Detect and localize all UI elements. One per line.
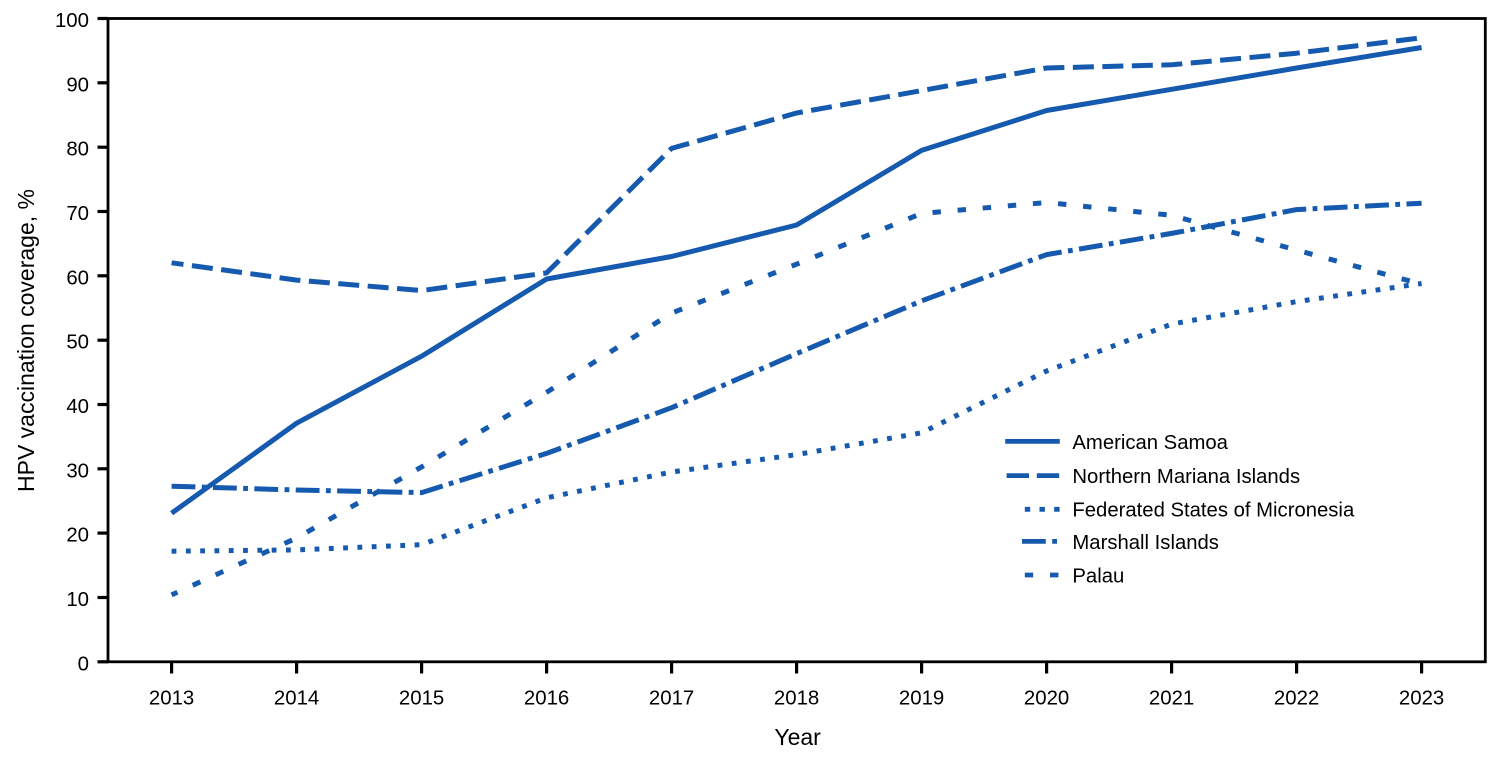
svg-text:80: 80 — [66, 139, 89, 161]
svg-text:2021: 2021 — [1149, 688, 1194, 710]
svg-text:0: 0 — [78, 653, 89, 675]
svg-text:Year: Year — [774, 724, 821, 750]
svg-text:10: 10 — [66, 589, 89, 611]
svg-text:2017: 2017 — [649, 688, 694, 710]
svg-text:2019: 2019 — [899, 688, 944, 710]
svg-text:Federated States of Micronesia: Federated States of Micronesia — [1072, 500, 1355, 522]
svg-text:20: 20 — [66, 525, 89, 547]
svg-text:HPV vaccination coverage, %: HPV vaccination coverage, % — [13, 189, 39, 492]
svg-text:30: 30 — [66, 460, 89, 482]
svg-text:Northern Mariana Islands: Northern Mariana Islands — [1072, 466, 1300, 488]
svg-text:2015: 2015 — [399, 688, 444, 710]
svg-text:40: 40 — [66, 396, 89, 418]
svg-text:100: 100 — [55, 10, 89, 32]
svg-text:2023: 2023 — [1399, 688, 1444, 710]
svg-text:Marshall Islands: Marshall Islands — [1072, 532, 1219, 554]
svg-text:2018: 2018 — [774, 688, 819, 710]
svg-text:70: 70 — [66, 203, 89, 225]
svg-text:50: 50 — [66, 332, 89, 354]
svg-text:90: 90 — [66, 74, 89, 96]
svg-text:Palau: Palau — [1072, 565, 1124, 587]
svg-text:2022: 2022 — [1274, 688, 1319, 710]
svg-text:60: 60 — [66, 267, 89, 289]
svg-text:2014: 2014 — [274, 688, 319, 710]
svg-text:2013: 2013 — [149, 688, 194, 710]
svg-text:2020: 2020 — [1024, 688, 1069, 710]
svg-text:2016: 2016 — [524, 688, 569, 710]
svg-text:American Samoa: American Samoa — [1072, 432, 1228, 454]
